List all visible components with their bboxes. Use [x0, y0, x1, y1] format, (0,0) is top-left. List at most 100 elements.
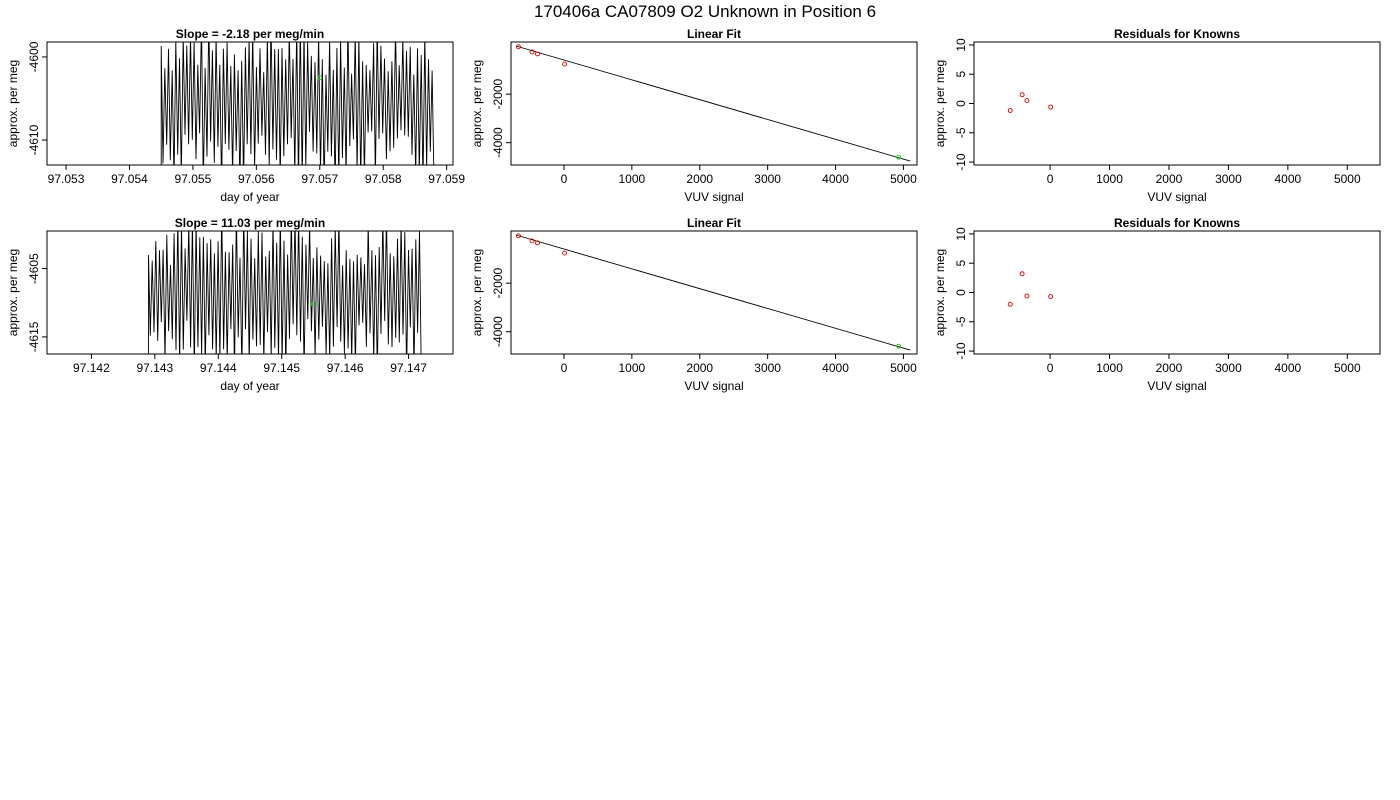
- y-axis-label: approx. per meg: [6, 249, 20, 336]
- y-axis-label: approx. per meg: [933, 249, 947, 336]
- y-tick-label: 0: [954, 289, 968, 296]
- known-point: [562, 61, 568, 67]
- x-axis-label: VUV signal: [1147, 379, 1206, 393]
- x-tick-label: 5000: [1334, 172, 1361, 186]
- x-tick-label: 2000: [1156, 172, 1183, 186]
- known-point: [1019, 271, 1025, 277]
- x-tick-label: 1000: [1096, 361, 1123, 375]
- data-series-line: [148, 231, 422, 354]
- panel-title: Residuals for Knowns: [1114, 216, 1240, 230]
- plot-data: [1007, 271, 1054, 307]
- y-tick-label: -4000: [491, 316, 505, 347]
- plot-frame: [510, 41, 918, 166]
- x-tick-label: 3000: [1215, 361, 1242, 375]
- data-series-line: [160, 42, 435, 165]
- plot-frame: [973, 41, 1381, 166]
- x-tick-label: 3000: [754, 172, 781, 186]
- y-axis-label: approx. per meg: [470, 249, 484, 336]
- x-tick-label: 2000: [686, 172, 713, 186]
- plot-data: [148, 231, 422, 354]
- chart-panel-2: Linear Fit 0 1000 2000 3000 4000 5000 -2000 -400…: [470, 27, 918, 204]
- x-axis-label: day of year: [220, 190, 279, 204]
- unknown-point: [896, 154, 902, 160]
- y-tick-label: -4605: [27, 253, 41, 284]
- known-point: [562, 250, 568, 256]
- x-tick-label: 1000: [618, 172, 645, 186]
- known-point: [529, 238, 535, 244]
- x-tick-label: 97.053: [48, 172, 85, 186]
- x-tick-label: 97.145: [263, 361, 300, 375]
- x-tick-label: 97.055: [175, 172, 212, 186]
- chart-panel-6: Residuals for Knowns 0 1000 2000 3000 4000 500…: [933, 216, 1381, 393]
- x-tick-label: 97.143: [136, 361, 173, 375]
- unknown-point: [310, 301, 316, 307]
- plot-data: [1007, 92, 1054, 113]
- known-point: [535, 240, 540, 246]
- plot-data: [160, 42, 435, 165]
- chart-panel-1: Slope = -2.18 per meg/min 97.053 97.054 97.…: [6, 27, 465, 204]
- x-tick-label: 2000: [1156, 361, 1183, 375]
- x-tick-label: 0: [561, 361, 568, 375]
- known-point: [1024, 293, 1030, 299]
- x-tick-label: 0: [561, 172, 568, 186]
- x-tick-label: 2000: [686, 361, 713, 375]
- chart-panel-3: Residuals for Knowns 0 1000 2000 3000 4000 500…: [933, 27, 1381, 204]
- y-axis-label: approx. per meg: [6, 60, 20, 147]
- plot-frame: [46, 41, 454, 166]
- y-tick-label: 10: [954, 227, 968, 241]
- x-tick-label: 97.059: [428, 172, 465, 186]
- unknown-point: [317, 75, 323, 81]
- x-tick-label: 97.058: [365, 172, 402, 186]
- x-tick-label: 1000: [618, 361, 645, 375]
- x-tick-label: 5000: [1334, 361, 1361, 375]
- x-tick-label: 97.147: [390, 361, 427, 375]
- panel-title: Residuals for Knowns: [1114, 27, 1240, 41]
- known-point: [1048, 294, 1054, 300]
- x-tick-label: 97.057: [301, 172, 338, 186]
- y-tick-label: -2000: [491, 267, 505, 298]
- x-tick-label: 97.142: [73, 361, 110, 375]
- known-point: [1007, 108, 1013, 113]
- unknown-point: [896, 343, 902, 349]
- known-point: [1007, 301, 1013, 307]
- x-tick-label: 4000: [1275, 172, 1302, 186]
- y-axis-label: approx. per meg: [470, 60, 484, 147]
- x-tick-label: 5000: [890, 361, 917, 375]
- panel-title: Linear Fit: [687, 27, 741, 41]
- chart-panel-4: Slope = 11.03 per meg/min 97.142 97.143 97.…: [6, 216, 454, 393]
- x-tick-label: 4000: [822, 172, 849, 186]
- y-axis-label: approx. per meg: [933, 60, 947, 147]
- y-tick-label: -10: [954, 153, 968, 171]
- plot-frame: [46, 230, 454, 355]
- fit-line: [516, 234, 911, 351]
- y-tick-label: -4600: [27, 41, 41, 72]
- x-tick-label: 97.144: [200, 361, 237, 375]
- y-tick-label: -5: [954, 127, 968, 138]
- panel-title: Linear Fit: [687, 216, 741, 230]
- chart-panel-5: Linear Fit 0 1000 2000 3000 4000 5000 -2000 -400…: [470, 216, 918, 393]
- x-tick-label: 97.146: [327, 361, 364, 375]
- y-tick-label: -5: [954, 316, 968, 327]
- known-point: [1048, 104, 1054, 110]
- plot-frame: [973, 230, 1381, 355]
- known-point: [1024, 98, 1030, 104]
- x-axis-label: day of year: [220, 379, 279, 393]
- figure-title: 170406a CA07809 O2 Unknown in Position 6: [534, 2, 876, 21]
- x-tick-label: 0: [1047, 172, 1054, 186]
- y-tick-label: -4615: [27, 321, 41, 352]
- known-point: [1019, 92, 1025, 98]
- x-tick-label: 5000: [890, 172, 917, 186]
- x-tick-label: 3000: [1215, 172, 1242, 186]
- plot-data: [516, 44, 911, 162]
- x-tick-label: 3000: [754, 361, 781, 375]
- y-tick-label: -10: [954, 342, 968, 360]
- known-point: [535, 51, 540, 57]
- known-point: [516, 233, 521, 239]
- y-tick-label: -4000: [491, 127, 505, 158]
- y-tick-label: 10: [954, 38, 968, 52]
- x-tick-label: 1000: [1096, 172, 1123, 186]
- known-point: [529, 49, 535, 55]
- x-axis-label: VUV signal: [1147, 190, 1206, 204]
